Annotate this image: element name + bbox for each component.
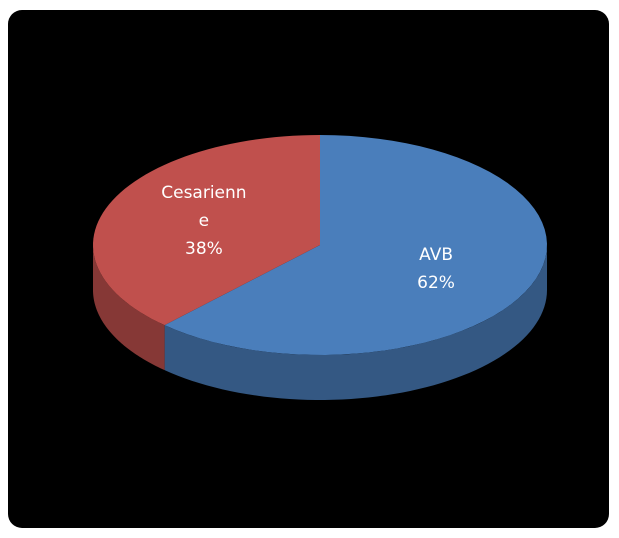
slice-value-label: 38% (185, 238, 223, 259)
slice-value-label: 62% (417, 273, 455, 294)
slice-side (164, 245, 548, 400)
slice (164, 135, 547, 355)
slice-label: AVB (419, 245, 453, 266)
slice-side (93, 245, 165, 371)
slice (93, 135, 320, 326)
slice-label: Cesarienne (161, 182, 247, 231)
